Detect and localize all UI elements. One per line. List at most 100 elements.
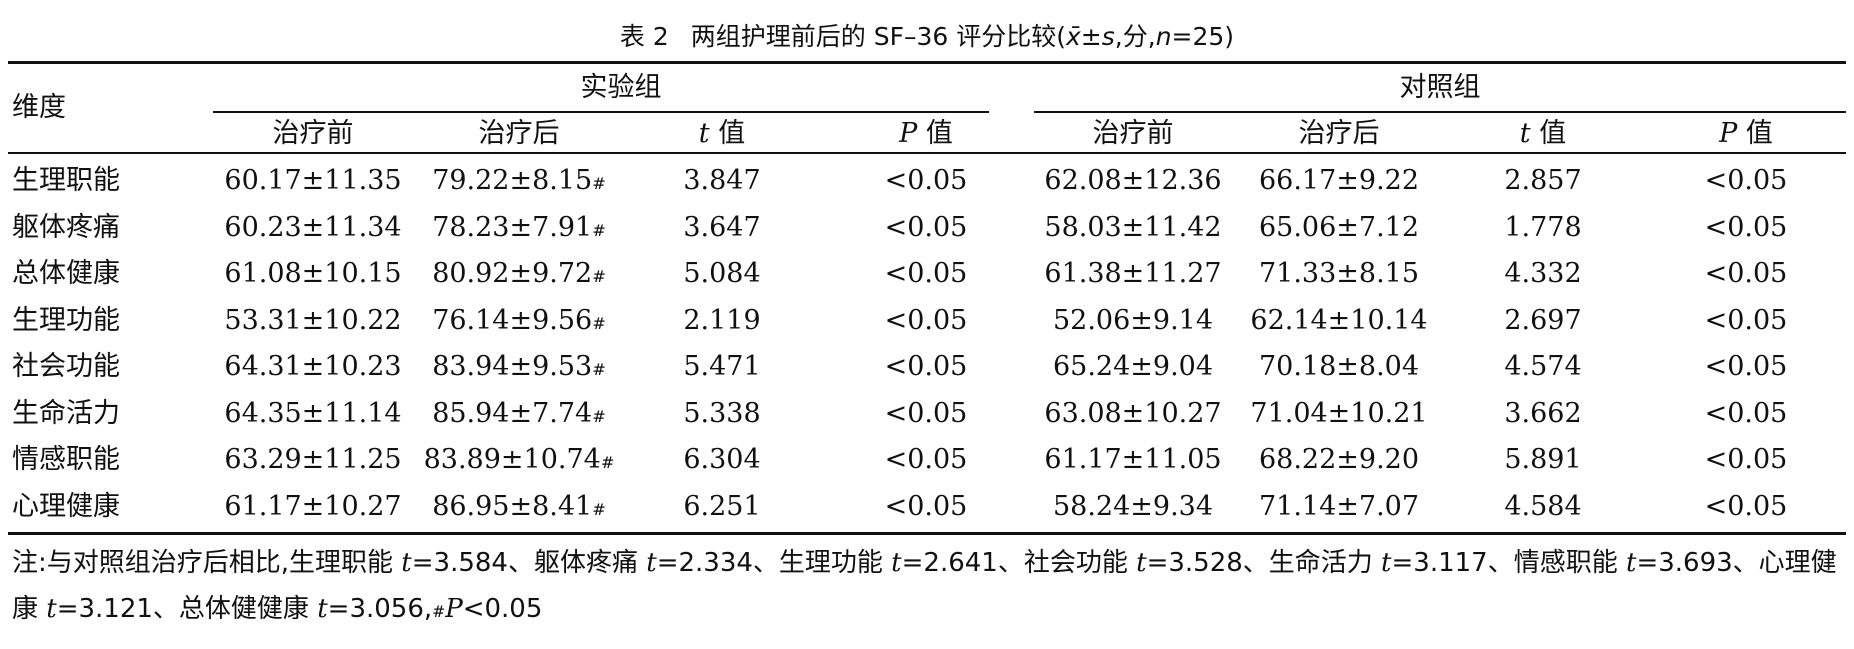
table-cell: 62.08±12.36	[1044, 165, 1222, 196]
table-cell: 78.23±7.91#	[432, 211, 606, 243]
sd-symbol: s	[1101, 22, 1115, 51]
n-value: =25)	[1171, 22, 1235, 51]
column-header: 治疗前	[272, 118, 354, 149]
table-cell: 61.17±11.05	[1044, 444, 1222, 475]
table-cell: 80.92±9.72#	[432, 258, 606, 289]
table-number: 表 2	[619, 22, 669, 51]
table-cell: 64.35±11.14	[224, 397, 402, 429]
table-cell: <0.05	[884, 490, 968, 522]
table-cell: 79.22±8.15#	[432, 165, 606, 196]
significance-mark: #	[592, 360, 606, 379]
table-cell: 64.31±10.23	[224, 351, 402, 382]
table-cell: <0.05	[1704, 211, 1788, 243]
mean-symbol: x̄	[1066, 22, 1081, 51]
significance-mark: #	[592, 499, 606, 519]
stub-header: 维度	[12, 92, 66, 123]
table-cell: 86.95±8.41#	[432, 490, 606, 522]
table-cell: 2.697	[1504, 304, 1582, 336]
table-cell: 71.14±7.07	[1258, 490, 1420, 522]
table-cell: 2.857	[1504, 165, 1582, 196]
control-group-header: 对照组	[1399, 72, 1481, 103]
table-cell: <0.05	[1704, 258, 1788, 289]
column-header: t 值	[698, 118, 746, 149]
table-cell: 61.08±10.15	[224, 258, 402, 289]
table-cell: <0.05	[1704, 351, 1788, 382]
row-label: 社会功能	[12, 351, 120, 382]
table-cell: 65.24±9.04	[1052, 351, 1214, 382]
table-cell: 6.251	[683, 490, 761, 522]
table-cell: 4.584	[1504, 490, 1582, 522]
significance-mark: #	[592, 406, 606, 426]
unit-text: ,分,	[1114, 22, 1156, 51]
column-header: t 值	[1519, 118, 1567, 149]
table-cell: 71.04±10.21	[1250, 397, 1428, 429]
table-cell: 3.662	[1504, 397, 1582, 429]
row-label: 情感职能	[12, 444, 120, 475]
column-header: 治疗前	[1092, 118, 1174, 149]
table-cell: 76.14±9.56#	[432, 304, 606, 336]
column-header: 治疗后	[1298, 118, 1380, 149]
table-cell: <0.05	[1704, 490, 1788, 522]
plus-minus-symbol: ±	[1080, 22, 1102, 51]
row-label: 心理健康	[12, 490, 120, 522]
n-symbol: n	[1155, 22, 1172, 51]
column-header: P 值	[899, 118, 953, 149]
table-cell: 62.14±10.14	[1250, 304, 1428, 336]
table-cell: 5.338	[683, 397, 761, 429]
row-label: 生理职能	[12, 165, 120, 196]
significance-mark: #	[592, 313, 606, 333]
table-cell: 2.119	[683, 304, 761, 336]
table-bottom-rule	[8, 532, 1846, 535]
table-note: 注:与对照组治疗后相比,生理职能 t=3.584、躯体疼痛 t=2.334、生理…	[12, 548, 1837, 624]
significance-mark: #	[600, 453, 615, 472]
table-cell: 4.332	[1504, 258, 1582, 289]
table-top-rule	[8, 61, 1846, 64]
table-cell: <0.05	[884, 211, 968, 243]
table-cell: <0.05	[884, 258, 968, 289]
table-cell: 66.17±9.22	[1258, 165, 1420, 196]
table-cell: 83.94±9.53#	[432, 351, 606, 382]
table-cell: 70.18±8.04	[1258, 351, 1420, 382]
table-cell: 5.891	[1504, 444, 1582, 475]
column-header: 治疗后	[478, 118, 560, 149]
header-bottom-rule	[8, 152, 1846, 154]
table-cell: 5.084	[683, 258, 761, 289]
experimental-group-rule	[213, 111, 989, 113]
table-cell: 63.08±10.27	[1044, 397, 1222, 429]
table-cell: <0.05	[884, 165, 968, 196]
table-cell: <0.05	[884, 351, 968, 382]
table-cell: 4.574	[1504, 351, 1582, 382]
table-cell: 63.29±11.25	[224, 444, 402, 475]
table-cell: <0.05	[884, 444, 968, 475]
table-cell: <0.05	[1704, 397, 1788, 429]
table-cell: 83.89±10.74#	[423, 444, 615, 475]
row-label: 生理功能	[12, 304, 120, 336]
experimental-group-header: 实验组	[580, 72, 662, 103]
table-title: 表 2 两组护理前后的 SF–36 评分比较(x̄±s,分,n=25)	[0, 20, 1854, 54]
table-cell: <0.05	[1704, 304, 1788, 336]
table-cell: 3.847	[683, 165, 761, 196]
row-label: 躯体疼痛	[12, 211, 120, 243]
table-cell: <0.05	[1704, 165, 1788, 196]
table-cell: 85.94±7.74#	[432, 397, 606, 429]
control-group-rule	[1034, 111, 1846, 113]
table-cell: 58.24±9.34	[1052, 490, 1214, 522]
row-label: 生命活力	[12, 397, 120, 429]
table-cell: 3.647	[683, 211, 761, 243]
table-cell: 68.22±9.20	[1258, 444, 1420, 475]
table-cell: 71.33±8.15	[1258, 258, 1420, 289]
table-cell: <0.05	[884, 397, 968, 429]
table-cell: 53.31±10.22	[224, 304, 402, 336]
table-cell: 6.304	[683, 444, 761, 475]
significance-mark: #	[592, 267, 606, 286]
table-cell: 1.778	[1504, 211, 1582, 243]
table-cell: 61.17±10.27	[224, 490, 402, 522]
column-header: P 值	[1719, 118, 1773, 149]
table-cell: 60.17±11.35	[224, 165, 402, 196]
table-cell: 61.38±11.27	[1044, 258, 1222, 289]
table-cell: <0.05	[1704, 444, 1788, 475]
table-cell: 60.23±11.34	[224, 211, 402, 243]
table-cell: 5.471	[683, 351, 761, 382]
table-caption: 两组护理前后的 SF–36 评分比较(	[690, 22, 1066, 51]
table-cell: 58.03±11.42	[1044, 211, 1222, 243]
